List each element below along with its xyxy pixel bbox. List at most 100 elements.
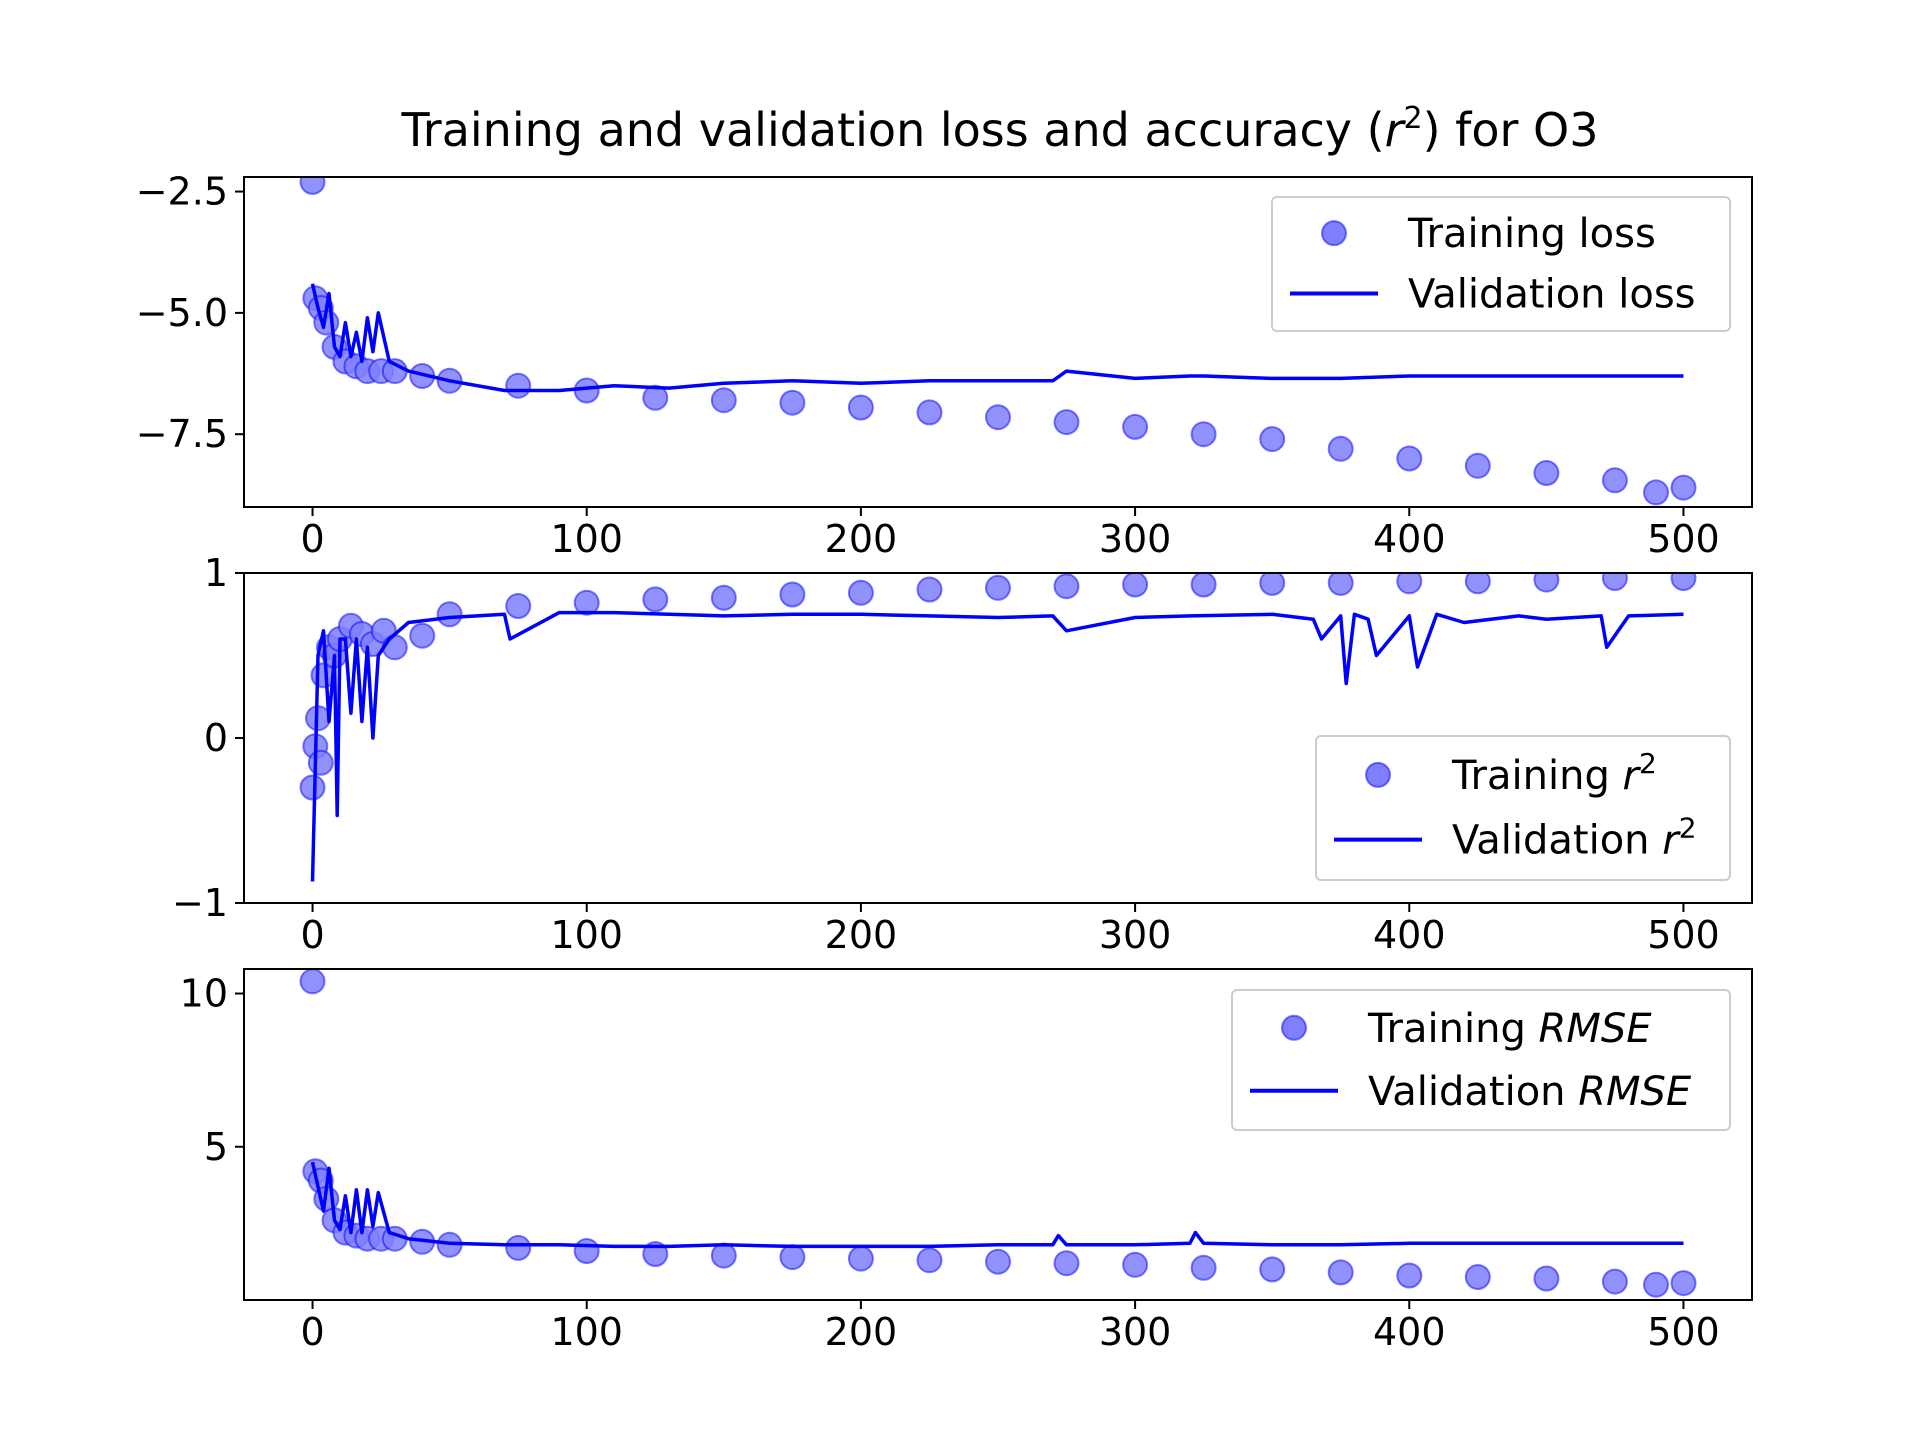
data-point bbox=[1396, 445, 1423, 472]
data-point bbox=[299, 774, 326, 801]
data-point bbox=[1464, 573, 1491, 595]
data-point bbox=[916, 576, 943, 603]
data-point bbox=[1396, 573, 1423, 595]
data-point bbox=[916, 399, 943, 426]
data-point bbox=[642, 586, 669, 613]
legend-box bbox=[1231, 989, 1731, 1131]
data-point bbox=[1533, 460, 1560, 486]
data-point bbox=[1464, 1264, 1491, 1290]
legend-label: Training RMSE bbox=[1367, 1006, 1652, 1052]
data-point bbox=[1533, 1265, 1560, 1292]
data-point bbox=[847, 579, 874, 606]
subplot-1: 0 100 200 300 400 500 −2.5 −5.0 −7.5 Training los… bbox=[136, 170, 1753, 561]
data-point bbox=[1396, 1262, 1423, 1289]
legend-label: Training r2 bbox=[1451, 747, 1657, 799]
data-point bbox=[985, 574, 1011, 601]
x-tick-label: 200 bbox=[825, 913, 898, 957]
legend-box bbox=[1271, 196, 1731, 332]
legend-marker-point bbox=[1281, 1014, 1307, 1041]
chart-title: Training and validation loss and accurac… bbox=[400, 101, 1598, 157]
data-point bbox=[573, 589, 600, 616]
legend-marker-point bbox=[1321, 220, 1347, 247]
legend-box bbox=[1315, 735, 1731, 881]
data-point bbox=[505, 593, 532, 619]
data-point bbox=[1670, 573, 1697, 591]
legend-label: Validation RMSE bbox=[1368, 1069, 1692, 1115]
data-point bbox=[1122, 1251, 1149, 1278]
series-line-2 bbox=[310, 1161, 1684, 1249]
data-point bbox=[1259, 1256, 1286, 1283]
data-point bbox=[409, 622, 436, 649]
data-point bbox=[573, 1238, 600, 1264]
x-tick-label: 300 bbox=[1099, 913, 1172, 957]
data-point bbox=[1190, 1254, 1217, 1281]
data-point bbox=[299, 969, 326, 995]
data-point bbox=[1190, 573, 1217, 598]
data-point bbox=[1327, 435, 1354, 462]
data-point bbox=[505, 1234, 532, 1261]
legend: Training RMSE Validation RMSE bbox=[1231, 989, 1731, 1131]
x-tick-label: 100 bbox=[550, 517, 623, 561]
subplot-2: 0 100 200 300 400 500 1 0 −1 Training r2 Validatio… bbox=[172, 551, 1753, 957]
data-point bbox=[1601, 1268, 1628, 1295]
x-tick-label: 500 bbox=[1647, 517, 1720, 561]
data-point bbox=[1259, 573, 1286, 596]
data-point bbox=[916, 1247, 943, 1274]
x-tick-label: 100 bbox=[550, 1310, 623, 1354]
x-tick-label: 500 bbox=[1647, 913, 1720, 957]
y-tick-label: 10 bbox=[180, 972, 228, 1016]
subplot-3: 0 100 200 300 400 500 10 5 Training RMSE Validati… bbox=[180, 968, 1753, 1354]
legend: Training r2 Validation r2 bbox=[1315, 735, 1731, 881]
x-tick-label: 0 bbox=[300, 913, 324, 957]
data-point bbox=[1643, 1271, 1669, 1298]
data-point bbox=[1053, 573, 1080, 600]
data-point bbox=[307, 749, 334, 776]
data-point bbox=[710, 1242, 737, 1269]
data-point bbox=[710, 584, 737, 611]
data-point bbox=[299, 177, 326, 195]
y-tick-label: 0 bbox=[204, 716, 228, 760]
data-point bbox=[1327, 1259, 1354, 1286]
series-points-1 bbox=[299, 573, 1697, 801]
data-point bbox=[847, 1245, 874, 1272]
legend-label: Validation loss bbox=[1408, 271, 1696, 317]
legend-label: Validation r2 bbox=[1452, 812, 1697, 864]
data-point bbox=[710, 387, 737, 414]
data-point bbox=[985, 404, 1011, 431]
data-point bbox=[1601, 467, 1628, 494]
legend: Training loss Validation loss bbox=[1271, 196, 1731, 332]
data-point bbox=[1122, 413, 1149, 440]
x-tick-label: 300 bbox=[1099, 1310, 1172, 1354]
data-point bbox=[1533, 573, 1560, 593]
data-point bbox=[381, 634, 408, 661]
y-tick-label: −1 bbox=[172, 881, 228, 925]
data-point bbox=[1327, 573, 1354, 596]
data-point bbox=[1053, 1250, 1080, 1277]
y-tick-label: −5.0 bbox=[136, 291, 228, 335]
x-tick-label: 400 bbox=[1373, 517, 1446, 561]
x-tick-label: 300 bbox=[1099, 517, 1172, 561]
data-point bbox=[779, 389, 806, 416]
data-point bbox=[1053, 409, 1080, 436]
x-tick-label: 400 bbox=[1373, 913, 1446, 957]
data-point bbox=[436, 601, 463, 628]
data-point bbox=[779, 1244, 806, 1271]
data-point bbox=[1601, 573, 1628, 591]
plot-area bbox=[299, 177, 1697, 506]
data-point bbox=[1464, 452, 1491, 479]
x-tick-label: 500 bbox=[1647, 1310, 1720, 1354]
series-line-2 bbox=[310, 283, 1684, 393]
legend-label: Training loss bbox=[1407, 211, 1656, 257]
axes-frame bbox=[243, 968, 1753, 1301]
data-point bbox=[1259, 426, 1286, 453]
legend-marker-point bbox=[1365, 761, 1391, 788]
data-point bbox=[1670, 474, 1697, 501]
x-tick-label: 0 bbox=[300, 517, 324, 561]
data-point bbox=[1122, 573, 1149, 598]
data-point bbox=[1643, 479, 1669, 506]
data-point bbox=[779, 581, 806, 608]
y-tick-label: 5 bbox=[204, 1125, 228, 1169]
x-tick-label: 0 bbox=[300, 1310, 324, 1354]
